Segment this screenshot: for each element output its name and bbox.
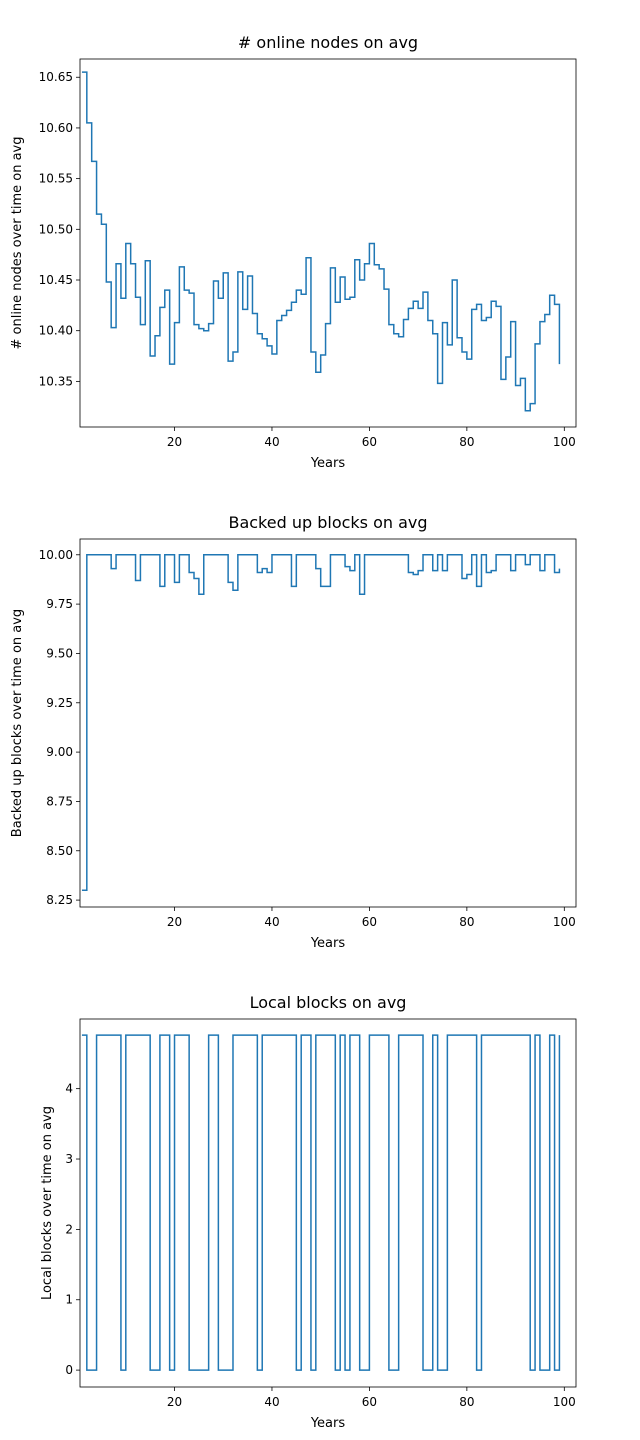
axes-frame bbox=[79, 1018, 577, 1388]
y-tick-label: 1 bbox=[65, 1293, 73, 1307]
y-tick-label: 9.50 bbox=[46, 646, 73, 660]
y-tick-label: 8.50 bbox=[46, 844, 73, 858]
y-tick-label: 10.00 bbox=[39, 548, 73, 562]
y-tick-label: 8.25 bbox=[46, 893, 73, 907]
y-tick-label: 10.45 bbox=[39, 273, 73, 287]
y-tick-label: 10.65 bbox=[39, 70, 73, 84]
chart-panel-backed-up-blocks: Backed up blocks on avg 20 40 60 80 100 8.25 8… bbox=[10, 513, 577, 951]
chart-title: Local blocks on avg bbox=[250, 993, 407, 1012]
y-tick-label: 8.75 bbox=[46, 794, 73, 808]
x-tick-label: 60 bbox=[362, 435, 377, 449]
y-tick-label: 10.60 bbox=[39, 121, 73, 135]
x-tick-label: 20 bbox=[167, 1395, 182, 1409]
x-tick-label: 80 bbox=[459, 915, 474, 929]
chart-title: # online nodes on avg bbox=[238, 33, 418, 52]
y-axis-label: Backed up blocks over time on avg bbox=[10, 609, 25, 837]
plot-area: 20 40 60 80 100 8.25 8.50 8.75 9.00 9.25 9.50 9.75 1… bbox=[39, 538, 577, 929]
y-tick-label: 10.50 bbox=[39, 222, 73, 236]
x-tick-label: 20 bbox=[167, 915, 182, 929]
axes-frame bbox=[79, 538, 577, 908]
x-tick-label: 100 bbox=[553, 1395, 576, 1409]
y-tick-label: 9.25 bbox=[46, 696, 73, 710]
y-axis-label: Local blocks over time on avg bbox=[40, 1106, 55, 1300]
x-tick-label: 100 bbox=[553, 915, 576, 929]
x-axis-label: Years bbox=[310, 1416, 346, 1431]
axes-frame bbox=[79, 58, 577, 428]
x-tick-label: 80 bbox=[459, 435, 474, 449]
x-tick-label: 60 bbox=[362, 1395, 377, 1409]
y-tick-label: 10.35 bbox=[39, 374, 73, 388]
y-tick-label: 3 bbox=[65, 1152, 73, 1166]
chart-panel-local-blocks: Local blocks on avg 20 40 60 80 100 0 1 2 3 4 Yea… bbox=[40, 993, 577, 1431]
x-tick-label: 80 bbox=[459, 1395, 474, 1409]
y-tick-label: 0 bbox=[65, 1363, 73, 1377]
y-tick-label: 10.40 bbox=[39, 324, 73, 338]
y-tick-label: 9.00 bbox=[46, 745, 73, 759]
x-tick-label: 20 bbox=[167, 435, 182, 449]
x-tick-label: 40 bbox=[264, 1395, 279, 1409]
x-tick-label: 40 bbox=[264, 915, 279, 929]
chart-title: Backed up blocks on avg bbox=[228, 513, 427, 532]
x-tick-label: 40 bbox=[264, 435, 279, 449]
series-line bbox=[81, 71, 561, 412]
plot-area: 20 40 60 80 100 10.35 10.40 10.45 10.50 10.55 10.6… bbox=[39, 58, 577, 449]
x-tick-label: 60 bbox=[362, 915, 377, 929]
y-tick-label: 2 bbox=[65, 1222, 73, 1236]
y-axis-label: # online nodes over time on avg bbox=[10, 136, 25, 349]
chart-panel-online-nodes: # online nodes on avg 20 40 60 80 100 10.35 10… bbox=[10, 33, 577, 471]
x-tick-label: 100 bbox=[553, 435, 576, 449]
series-line bbox=[81, 554, 561, 891]
y-tick-label: 9.75 bbox=[46, 597, 73, 611]
y-tick-label: 4 bbox=[65, 1082, 73, 1096]
y-tick-label: 10.55 bbox=[39, 172, 73, 186]
x-axis-label: Years bbox=[310, 456, 346, 471]
plot-area: 20 40 60 80 100 0 1 2 3 4 bbox=[65, 1018, 577, 1409]
x-axis-label: Years bbox=[310, 936, 346, 951]
series-line bbox=[81, 1034, 561, 1371]
